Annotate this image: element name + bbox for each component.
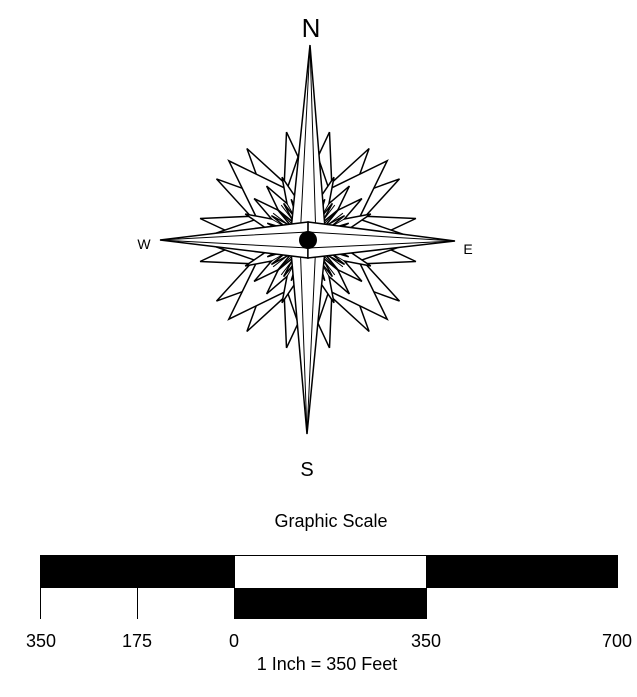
compass-west-label: W (137, 236, 151, 252)
scale-tick-label: 350 (25, 631, 57, 651)
scale-tick-label: 350 (410, 631, 442, 651)
compass-rose-icon (159, 44, 456, 435)
scale-segment-bottom-middle (234, 588, 426, 619)
scale-segment-top-middle (234, 556, 426, 588)
compass-main-points (159, 44, 456, 435)
scale-segment-bottom-left-b (137, 588, 234, 619)
graphic-scale-bar (40, 555, 618, 619)
scale-divider (426, 556, 427, 619)
scale-segment-bottom-left-a (41, 588, 137, 619)
scale-divider (137, 588, 138, 619)
scale-tick-label: 175 (121, 631, 153, 651)
scale-segment-bottom-right (426, 588, 618, 619)
compass-south-label: S (300, 459, 314, 481)
scale-divider (234, 556, 235, 619)
scale-tick-label: 0 (228, 631, 240, 651)
scale-segment-top-right (426, 556, 618, 588)
compass-north-label: N (301, 13, 321, 43)
scale-segment-top-left (41, 556, 234, 588)
compass-center (299, 231, 317, 249)
scale-tick-label: 700 (601, 631, 633, 651)
scale-caption: 1 Inch = 350 Feet (256, 654, 398, 674)
scale-title: Graphic Scale (274, 511, 388, 531)
compass-east-label: E (463, 241, 473, 257)
